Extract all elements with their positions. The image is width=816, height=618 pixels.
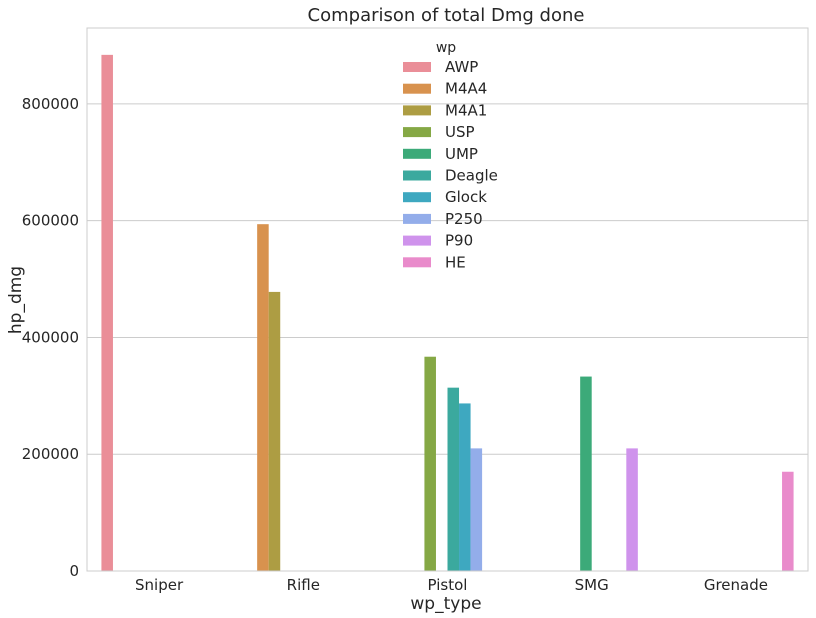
y-tick-label: 200000 (22, 445, 79, 463)
bar-m4a1 (268, 291, 281, 571)
plot-area-frame (86, 27, 809, 572)
bar-deagle (447, 387, 460, 571)
bar-usp (424, 356, 436, 571)
legend-swatch (403, 148, 431, 159)
legend-label: AWP (445, 58, 478, 76)
legend-label: P90 (445, 232, 473, 250)
legend: wp AWP M4A4 M4A1 USP UMP Deagle Glock P250 P90 HE (403, 40, 498, 271)
bar-awp (101, 54, 113, 572)
legend-swatch (403, 105, 431, 116)
legend-swatch (403, 192, 431, 203)
bar-p250 (470, 448, 483, 571)
legend-swatch (403, 170, 431, 181)
bar-p90 (626, 448, 638, 571)
legend-swatch (403, 127, 431, 138)
y-tick-labels: 0 200000 400000 600000 800000 (22, 95, 79, 580)
chart-title: Comparison of total Dmg done (308, 5, 585, 26)
y-axis-label: hp_dmg (6, 266, 26, 334)
x-tick-label: Grenade (704, 576, 768, 594)
legend-swatch (403, 235, 431, 246)
x-tick-labels: Sniper Rifle Pistol SMG Grenade (135, 576, 768, 594)
x-tick-label: Rifle (287, 576, 320, 594)
legend-swatch (403, 62, 431, 72)
legend-swatch (403, 213, 431, 224)
legend-label: USP (445, 123, 475, 141)
bar-ump (580, 376, 592, 571)
legend-swatch (403, 257, 431, 268)
y-tick-label: 600000 (22, 212, 79, 230)
legend-label: HE (445, 253, 466, 271)
bar-m4a4 (257, 224, 269, 571)
y-tick-label: 800000 (22, 95, 79, 113)
legend-label: P250 (445, 210, 483, 228)
legend-swatch (403, 83, 431, 94)
legend-label: Deagle (445, 167, 498, 185)
y-tick-label: 0 (69, 562, 79, 580)
bars (101, 54, 794, 572)
bar-he (782, 471, 794, 571)
legend-label: M4A1 (445, 101, 487, 119)
legend-label: Glock (445, 188, 487, 206)
x-tick-label: Pistol (428, 576, 468, 594)
bar-glock (459, 403, 471, 571)
legend-label: M4A4 (445, 80, 487, 98)
x-axis-label: wp_type (410, 594, 481, 614)
x-tick-label: SMG (575, 576, 609, 594)
y-tick-label: 400000 (22, 328, 79, 346)
x-tick-label: Sniper (135, 576, 184, 594)
legend-title: wp (436, 40, 456, 56)
legend-label: UMP (445, 145, 478, 163)
